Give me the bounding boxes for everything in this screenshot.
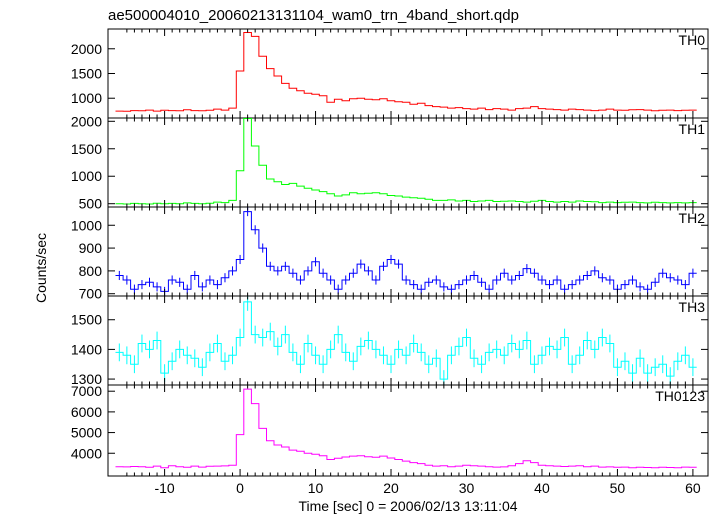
y-tick-label: 800	[79, 263, 103, 279]
x-axis-label: Time [sec] 0 = 2006/02/13 13:11:04	[298, 498, 517, 514]
y-tick-label: 1000	[71, 90, 102, 106]
panel-frame	[107, 206, 709, 297]
y-tick-label: 900	[79, 240, 103, 256]
panel-th3: 1300 1400 1500 TH3	[71, 295, 709, 387]
y-tick-label: 500	[79, 196, 103, 212]
y-tick-label: 1500	[71, 66, 102, 82]
panel-th0123: 4000 5000 6000 7000 TH0123	[71, 383, 709, 477]
panel-frame	[107, 295, 709, 386]
y-tick-label: 5000	[71, 425, 102, 441]
y-tick-label: 700	[79, 286, 103, 302]
x-tick-label: 20	[383, 480, 399, 496]
y-tick-label: 1400	[71, 341, 102, 357]
y-tick-label: 1500	[71, 141, 102, 157]
x-tick-label: 50	[610, 480, 626, 496]
y-tick-label: 1500	[71, 312, 102, 328]
panel-label: TH0123	[655, 388, 705, 404]
series-line-th0123	[115, 388, 697, 469]
chart-title: ae500004010_20060213131104_wam0_trn_4ban…	[108, 7, 519, 24]
panel-frame	[107, 117, 709, 208]
x-tick-label: 60	[685, 480, 701, 496]
series-line-th0	[115, 32, 697, 112]
y-tick-label: 4000	[71, 445, 102, 461]
y-tick-label: 1000	[71, 217, 102, 233]
panel-th2: 700 800 900 1000 TH2	[71, 206, 709, 302]
y-tick-label: 1300	[71, 371, 102, 387]
panel-label: TH3	[679, 299, 706, 315]
y-tick-label: 2000	[71, 113, 102, 129]
y-axis-label: Counts/sec	[33, 233, 49, 303]
panel-th1: 500 1000 1500 2000 TH1	[71, 113, 709, 212]
panel-label: TH1	[679, 121, 706, 137]
y-tick-label: 2000	[71, 41, 102, 57]
x-tick-label: 40	[534, 480, 550, 496]
y-tick-label: 1000	[71, 168, 102, 184]
y-tick-label: 7000	[71, 383, 102, 399]
panel-frame	[107, 28, 709, 119]
x-tick-label: 10	[308, 480, 324, 496]
panel-label: TH0	[679, 32, 706, 48]
y-tick-label: 6000	[71, 404, 102, 420]
x-tick-label: 30	[459, 480, 475, 496]
x-tick-label: 0	[236, 480, 244, 496]
panel-label: TH2	[679, 210, 706, 226]
panel-frame	[107, 384, 709, 477]
panel-th0: 1000 1500 2000 TH0	[71, 28, 709, 119]
x-tick-label: -10	[154, 480, 174, 496]
series-line-th1	[115, 118, 697, 205]
